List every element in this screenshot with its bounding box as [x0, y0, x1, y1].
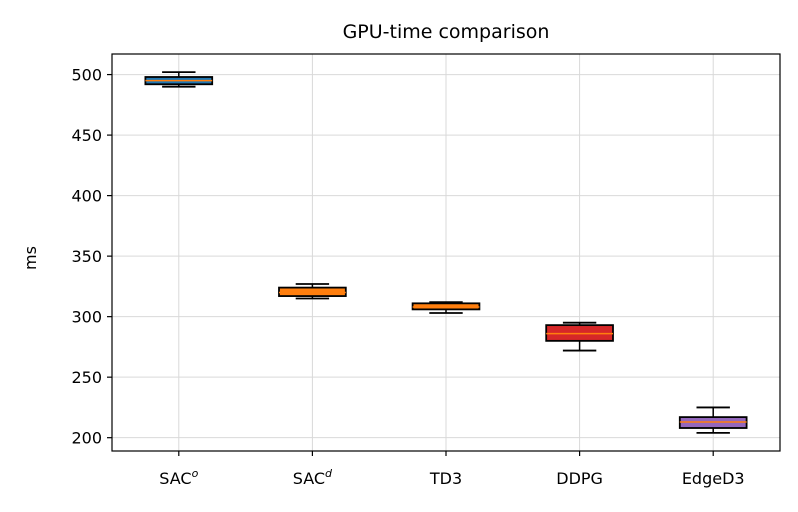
x-tick-label: SACd	[293, 467, 333, 488]
chart-title: GPU-time comparison	[343, 21, 550, 43]
box-td3	[411, 301, 481, 314]
boxes	[144, 71, 748, 434]
x-tick-label: SACo	[159, 467, 198, 488]
box-sac-d	[278, 283, 347, 300]
box-ddpg	[545, 321, 614, 352]
x-tick-label: DDPG	[556, 469, 603, 488]
y-axis-label: ms	[21, 246, 40, 270]
y-tick-label: 350	[71, 247, 102, 266]
y-tick-label: 450	[71, 126, 102, 145]
y-tick-label: 500	[71, 66, 102, 85]
x-tick-label: TD3	[429, 469, 462, 488]
ticks: 200 250 300 350 400 450 500 SACo SACd TD3 DDPG Edge…	[71, 66, 744, 488]
y-tick-label: 250	[71, 368, 102, 387]
grid-lines	[112, 54, 780, 451]
x-tick-label: EdgeD3	[682, 469, 745, 488]
box-sac-o	[144, 71, 214, 88]
y-tick-label: 300	[71, 308, 102, 327]
box-edged3	[678, 406, 748, 434]
y-tick-label: 400	[71, 187, 102, 206]
y-tick-label: 200	[71, 429, 102, 448]
